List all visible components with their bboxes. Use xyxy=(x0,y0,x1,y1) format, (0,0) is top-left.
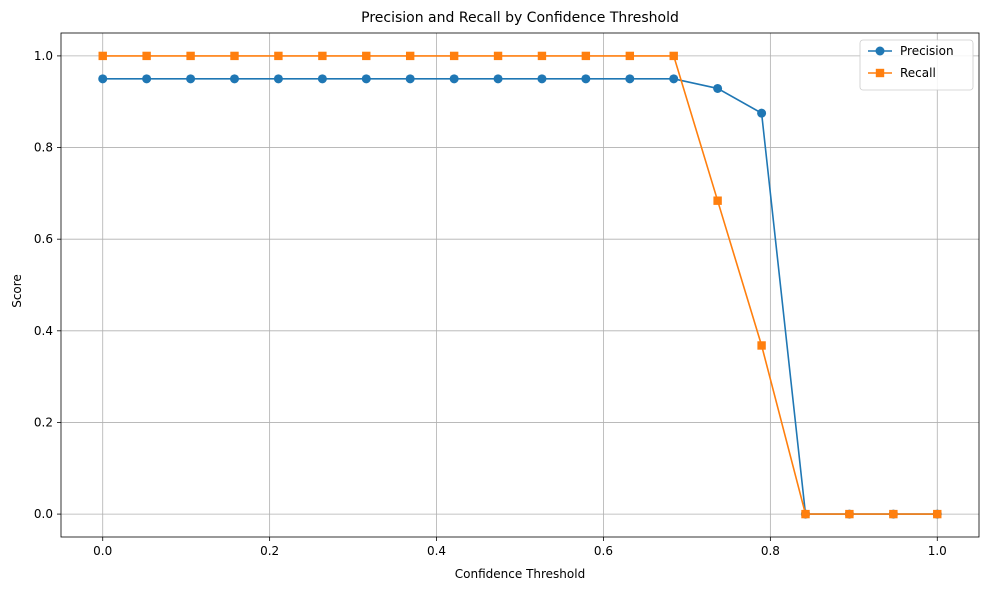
legend-precision-label: Precision xyxy=(900,44,954,58)
recall-point xyxy=(757,341,766,350)
precision-point xyxy=(713,83,723,93)
recall-point xyxy=(449,51,459,61)
precision-point xyxy=(273,74,283,84)
precision-point xyxy=(537,74,547,84)
recall-point xyxy=(98,51,107,61)
recall-point xyxy=(625,51,635,61)
x-axis-label: Confidence Threshold xyxy=(455,567,585,581)
precision-point xyxy=(625,74,635,84)
ticks: 0.0 0.2 0.4 0.6 0.8 1.0 0.0 0.2 0.4 0.6 0.8 1.0 xyxy=(34,49,947,558)
recall-point xyxy=(142,51,151,61)
plot-frame xyxy=(60,32,980,538)
precision-point xyxy=(449,74,459,84)
y-tick-label: 0.0 xyxy=(34,507,53,521)
axes xyxy=(60,32,980,538)
y-axis-label: Score xyxy=(10,274,24,308)
precision-point xyxy=(186,74,196,84)
precision-point xyxy=(581,74,591,84)
legend-recall-marker xyxy=(875,68,885,78)
precision-point xyxy=(361,74,371,84)
x-tick-label: 0.8 xyxy=(761,544,780,558)
y-tick-label: 0.8 xyxy=(34,141,53,155)
legend: Precision Recall xyxy=(859,39,974,91)
y-tick-label: 1.0 xyxy=(34,49,53,63)
precision-line xyxy=(102,78,938,515)
precision-point xyxy=(98,74,108,84)
x-tick-label: 0.4 xyxy=(427,544,446,558)
legend-box xyxy=(859,39,974,91)
legend-precision-marker xyxy=(875,46,885,56)
recall-point xyxy=(713,196,722,205)
x-tick-label: 0.6 xyxy=(594,544,613,558)
precision-point xyxy=(669,74,679,84)
recall-point xyxy=(669,51,678,61)
chart-title: Precision and Recall by Confidence Thres… xyxy=(361,10,679,26)
precision-point xyxy=(405,74,415,84)
recall-point xyxy=(537,51,547,61)
recall-point xyxy=(845,509,854,519)
recall-point xyxy=(405,51,415,61)
y-tick-label: 0.2 xyxy=(34,415,53,429)
precision-point xyxy=(230,74,240,84)
x-tick-label: 0.2 xyxy=(260,544,279,558)
series-group xyxy=(98,51,942,519)
recall-point xyxy=(274,51,283,61)
precision-point xyxy=(757,108,767,118)
precision-point xyxy=(142,74,152,84)
recall-point xyxy=(933,509,942,519)
y-tick-label: 0.6 xyxy=(34,232,53,246)
recall-point xyxy=(186,51,195,61)
x-tick-label: 0.0 xyxy=(93,544,112,558)
recall-point xyxy=(801,509,810,519)
precision-point xyxy=(493,74,503,84)
recall-point xyxy=(318,51,327,61)
precision-point xyxy=(317,74,327,84)
x-tick-label: 1.0 xyxy=(928,544,947,558)
y-tick-label: 0.4 xyxy=(34,324,53,338)
recall-line xyxy=(102,55,938,515)
legend-recall-label: Recall xyxy=(900,66,936,80)
recall-point xyxy=(889,509,898,519)
grid xyxy=(61,33,979,537)
recall-point xyxy=(362,51,371,61)
recall-point xyxy=(581,51,591,61)
recall-point xyxy=(493,51,503,61)
recall-point xyxy=(230,51,239,61)
